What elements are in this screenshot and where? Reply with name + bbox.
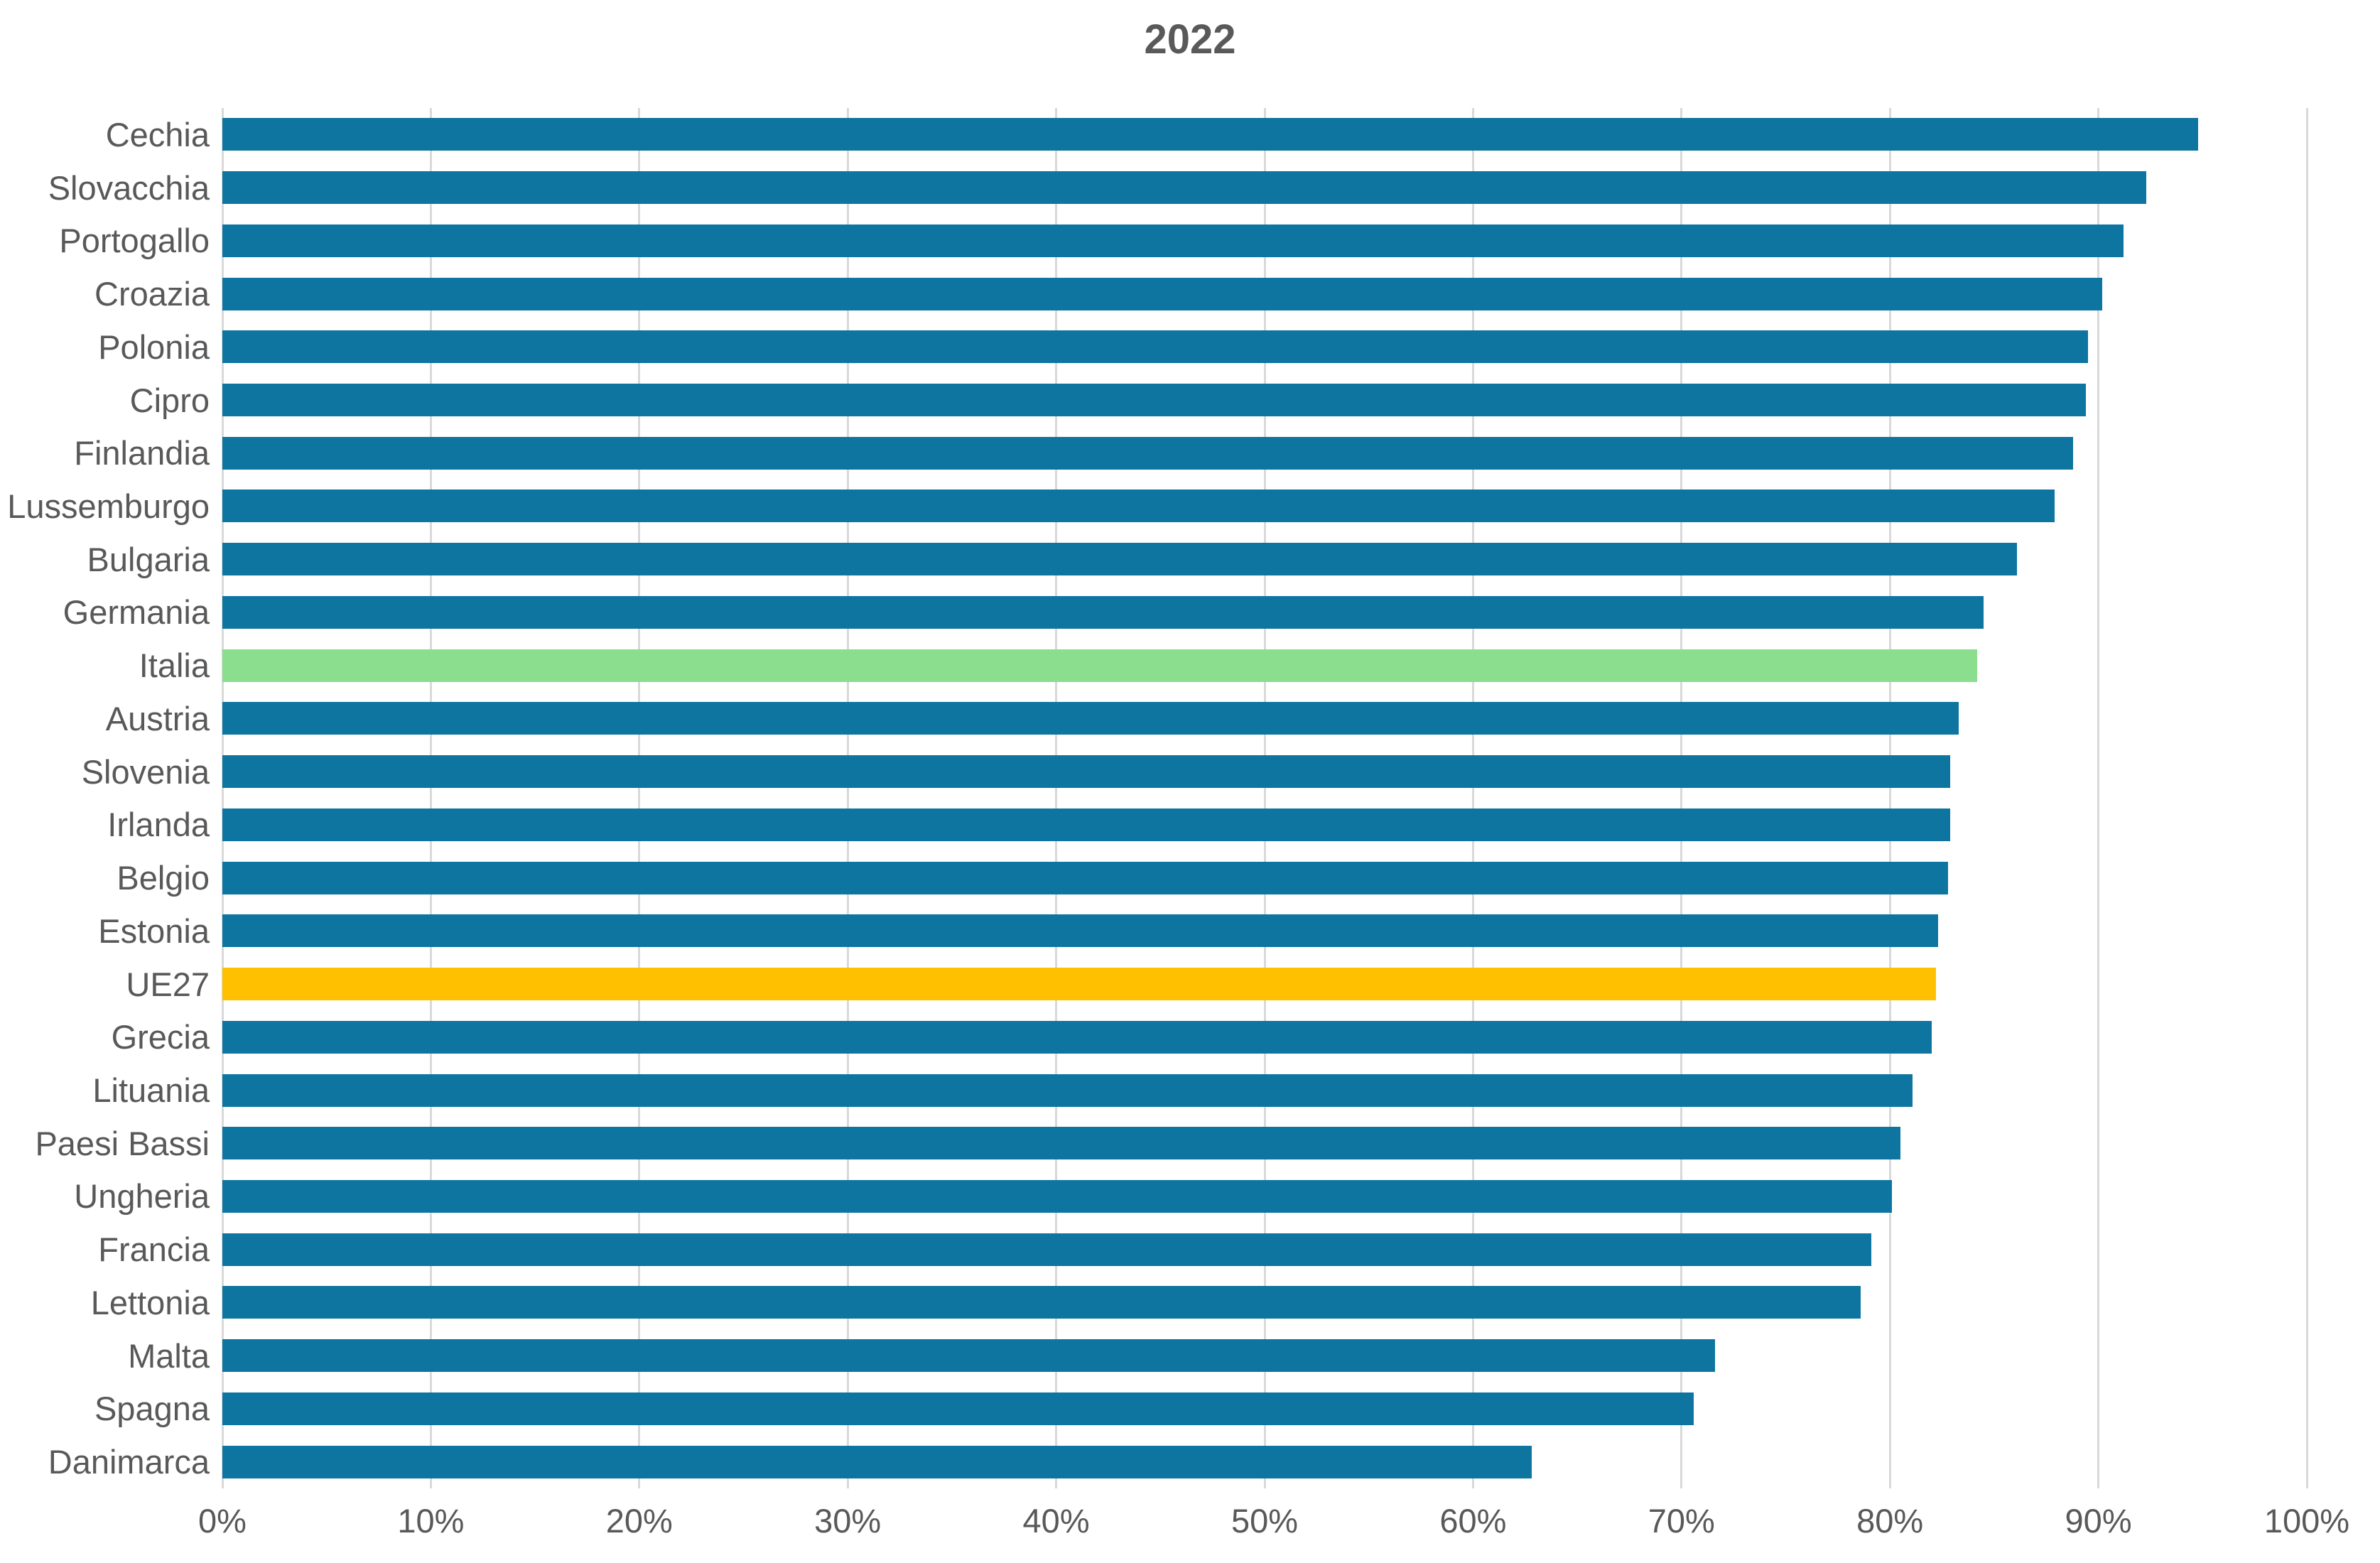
bar-austria — [222, 702, 1959, 735]
bar-bulgaria — [222, 543, 2018, 576]
category-label-portogallo: Portogallo — [59, 222, 210, 260]
category-label-ue27: UE27 — [126, 965, 210, 1003]
category-label-estonia: Estonia — [98, 912, 210, 950]
gridline-80% — [1888, 108, 1891, 1488]
bar-lituania — [222, 1073, 1913, 1107]
bar-irlanda — [222, 808, 1951, 841]
bar-croazia — [222, 277, 2103, 310]
bar-belgio — [222, 861, 1949, 894]
category-label-finlandia: Finlandia — [74, 434, 210, 472]
category-label-cechia: Cechia — [105, 115, 210, 153]
bar-italia — [222, 649, 1978, 682]
bar-spagna — [222, 1392, 1694, 1425]
category-label-polonia: Polonia — [98, 328, 210, 366]
bar-germania — [222, 595, 1984, 629]
gridline-30% — [846, 108, 849, 1488]
category-label-cipro: Cipro — [129, 381, 210, 419]
category-label-ungheria: Ungheria — [74, 1177, 210, 1216]
bar-cipro — [222, 384, 2086, 417]
bar-slovenia — [222, 755, 1951, 789]
bar-cechia — [222, 118, 2199, 151]
gridline-60% — [1471, 108, 1474, 1488]
bar-paesi-bassi — [222, 1127, 1900, 1160]
bar-ungheria — [222, 1179, 1893, 1213]
chart-title: 2022 — [1144, 16, 1236, 63]
bar-lettonia — [222, 1286, 1861, 1319]
bar-danimarca — [222, 1445, 1532, 1478]
category-label-danimarca: Danimarca — [48, 1443, 210, 1481]
category-label-malta: Malta — [128, 1336, 210, 1375]
category-label-bulgaria: Bulgaria — [87, 540, 210, 578]
gridline-40% — [1055, 108, 1058, 1488]
bar-grecia — [222, 1020, 1932, 1054]
x-tick-label: 40% — [1022, 1502, 1090, 1540]
category-label-germania: Germania — [63, 593, 210, 632]
bar-francia — [222, 1233, 1871, 1266]
category-label-spagna: Spagna — [94, 1390, 210, 1428]
category-label-lussemburgo: Lussemburgo — [7, 487, 210, 525]
bar-slovacchia — [222, 171, 2147, 205]
gridline-10% — [429, 108, 432, 1488]
bar-finlandia — [222, 436, 2074, 470]
category-label-austria: Austria — [105, 699, 210, 737]
category-label-italia: Italia — [139, 647, 210, 685]
category-label-grecia: Grecia — [111, 1018, 210, 1056]
x-tick-label: 80% — [1856, 1502, 1924, 1540]
bar-ue27 — [222, 968, 1936, 1001]
bar-malta — [222, 1339, 1715, 1373]
bar-polonia — [222, 330, 2088, 364]
category-label-slovacchia: Slovacchia — [48, 168, 210, 207]
category-label-lituania: Lituania — [92, 1071, 210, 1109]
x-tick-label: 20% — [605, 1502, 673, 1540]
x-tick-label: 0% — [198, 1502, 247, 1540]
category-label-francia: Francia — [98, 1231, 210, 1269]
category-label-paesi-bassi: Paesi Bassi — [35, 1124, 210, 1162]
x-tick-label: 60% — [1439, 1502, 1507, 1540]
gridline-0% — [221, 108, 224, 1488]
bar-estonia — [222, 914, 1938, 948]
category-label-slovenia: Slovenia — [81, 752, 210, 791]
category-label-belgio: Belgio — [117, 859, 210, 897]
x-tick-label: 50% — [1230, 1502, 1299, 1540]
category-label-lettonia: Lettonia — [90, 1283, 210, 1321]
category-label-irlanda: Irlanda — [107, 806, 210, 844]
gridline-50% — [1263, 108, 1266, 1488]
category-label-croazia: Croazia — [94, 275, 210, 313]
x-tick-label: 10% — [397, 1502, 465, 1540]
gridline-100% — [2305, 108, 2308, 1488]
gridline-20% — [638, 108, 641, 1488]
x-tick-label: 100% — [2263, 1502, 2350, 1540]
bar-lussemburgo — [222, 490, 2055, 523]
gridline-90% — [2097, 108, 2100, 1488]
x-tick-label: 90% — [2065, 1502, 2132, 1540]
bar-portogallo — [222, 224, 2124, 257]
x-tick-label: 30% — [814, 1502, 882, 1540]
x-tick-label: 70% — [1648, 1502, 1715, 1540]
gridline-70% — [1680, 108, 1683, 1488]
